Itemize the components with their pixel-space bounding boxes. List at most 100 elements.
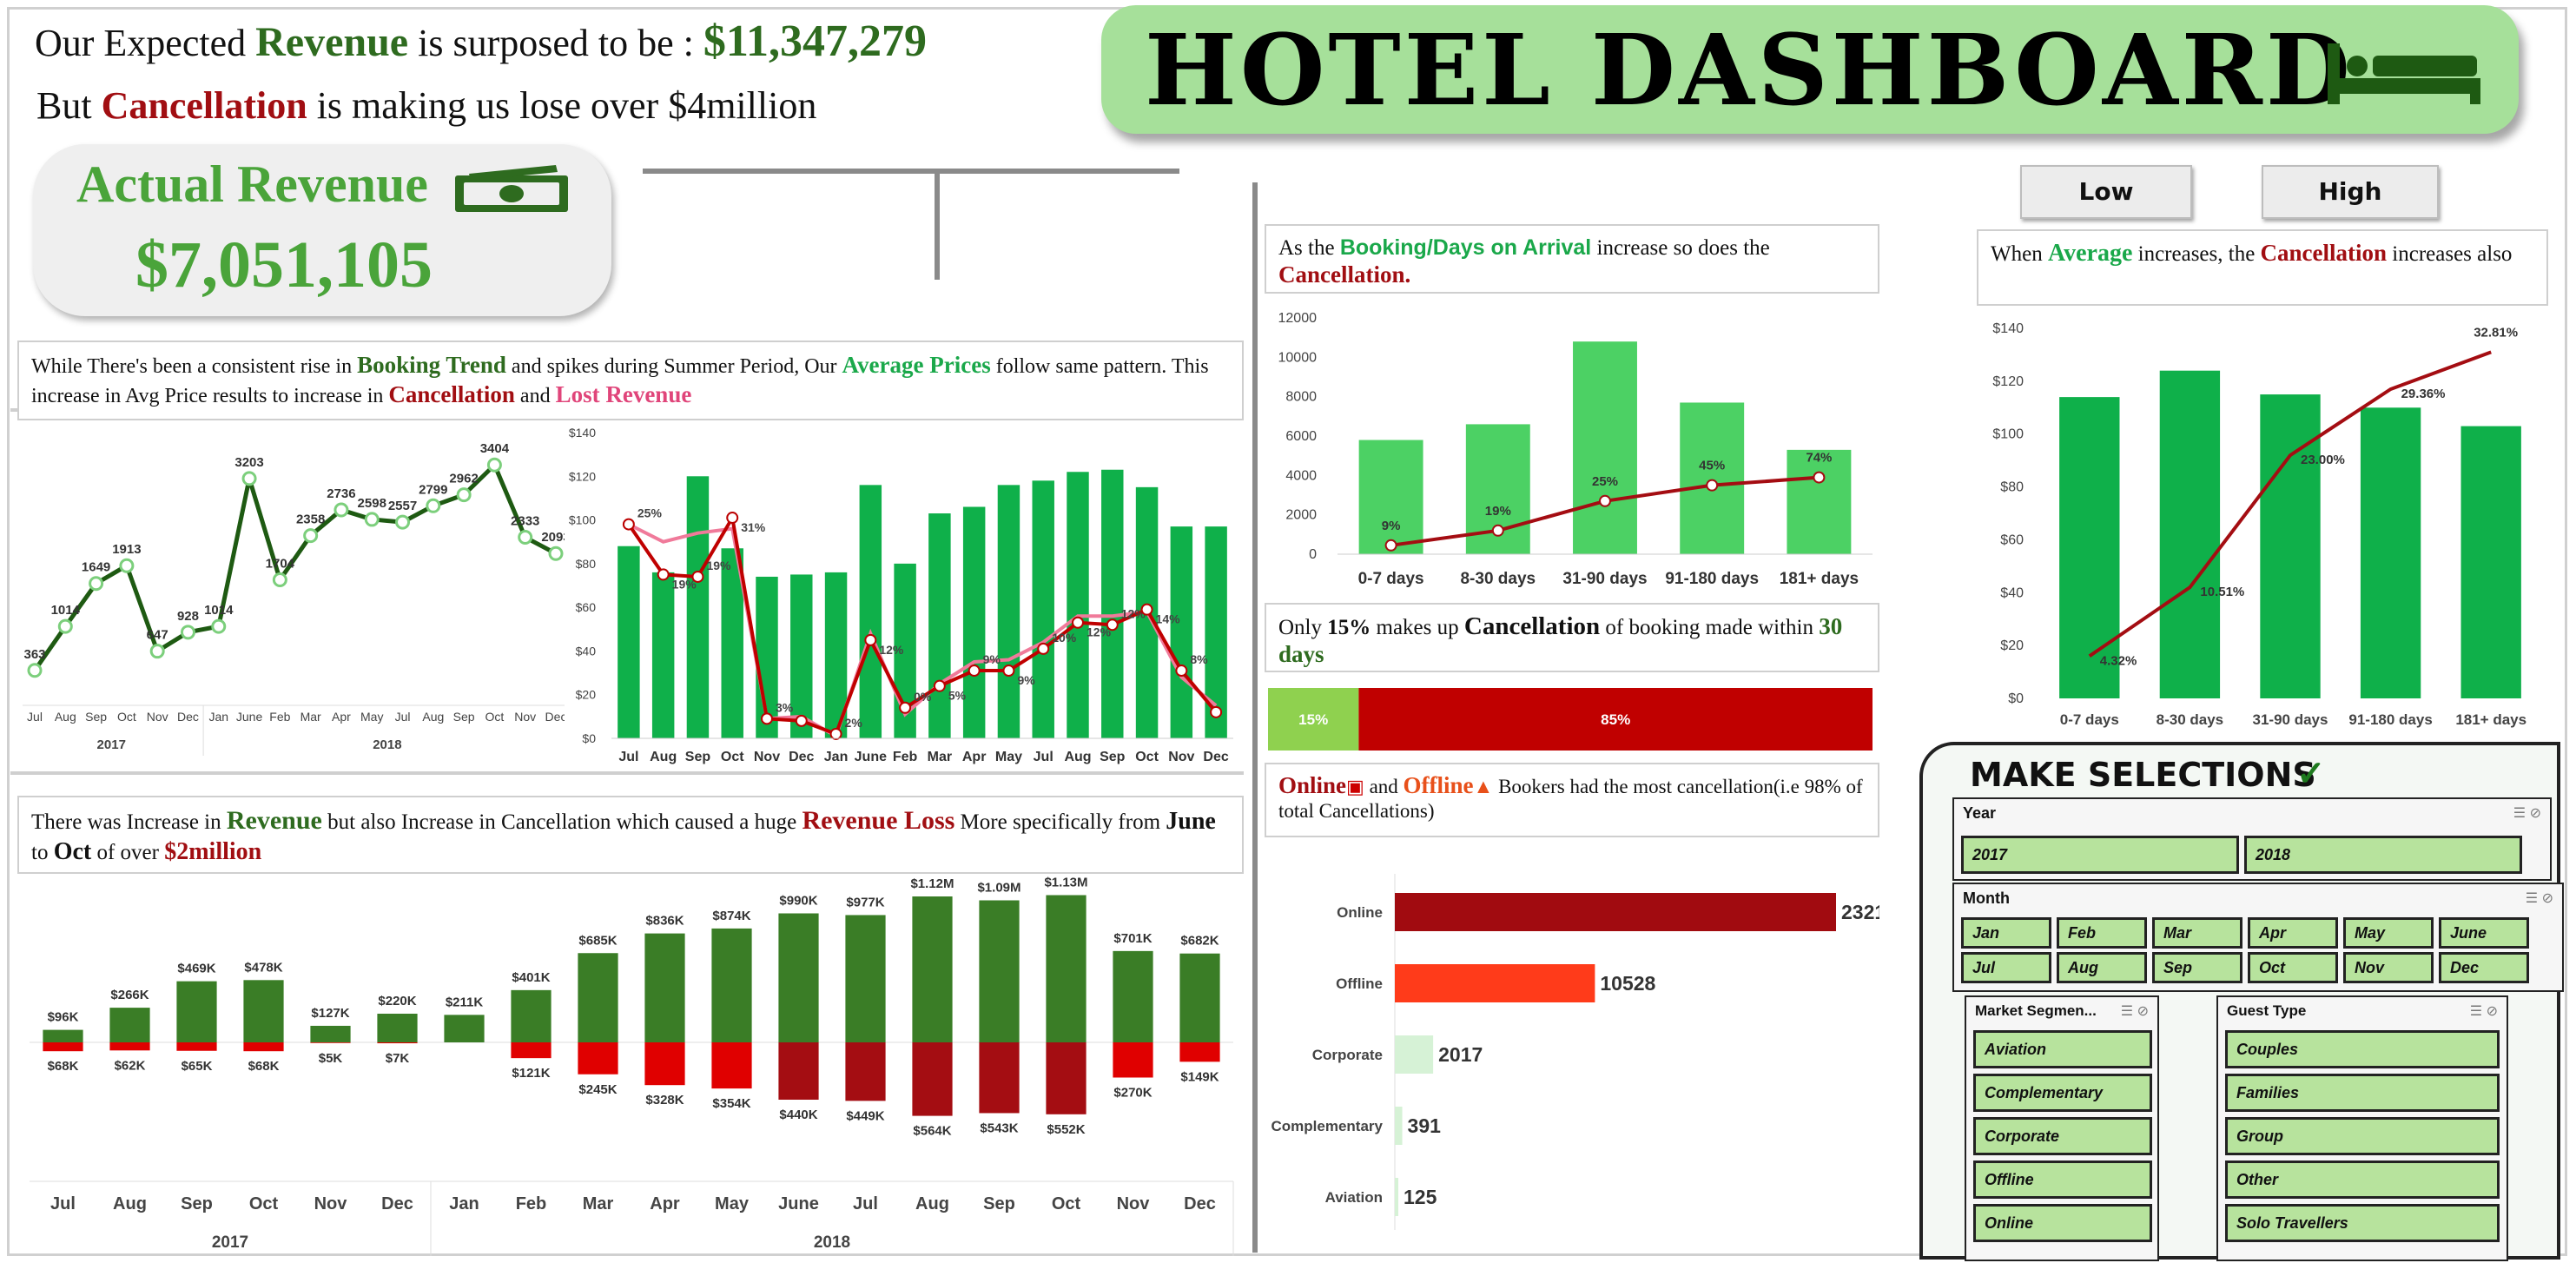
- trend-point: [213, 620, 225, 632]
- filter-icons[interactable]: ☰ ⊘: [2470, 1002, 2498, 1020]
- price-y-tick: $40: [576, 644, 597, 658]
- channel-value: 10528: [1600, 972, 1655, 995]
- lost-revenue-bar: [511, 1042, 551, 1058]
- lead-cancel-point: [1493, 526, 1503, 536]
- low-average-button[interactable]: Low Average: [2020, 165, 2192, 219]
- month-chip[interactable]: Oct: [2248, 952, 2338, 983]
- trend-x-tick: Feb: [269, 710, 290, 724]
- month-chip[interactable]: May: [2343, 917, 2434, 949]
- guest-chip[interactable]: Families: [2225, 1074, 2500, 1112]
- high-average-button[interactable]: High Average: [2262, 165, 2439, 219]
- month-chip[interactable]: Mar: [2152, 917, 2242, 949]
- revenue-label: $211K: [446, 995, 484, 1009]
- year-chip[interactable]: 2018: [2244, 836, 2522, 874]
- price-x-tick: Feb: [893, 750, 918, 764]
- lost-revenue-label: $149K: [1180, 1069, 1219, 1084]
- lead-time-note: As the Booking/Days on Arrival increase …: [1265, 224, 1879, 294]
- rev-x-tick: Aug: [915, 1194, 949, 1213]
- filter-icons[interactable]: ☰ ⊘: [2513, 804, 2541, 822]
- trend-point: [29, 665, 41, 677]
- revenue-loss-chart: $96K $68K Jul $266K $62K Aug $469K $65K Sep $478K…: [17, 876, 1244, 1258]
- month-chip[interactable]: June: [2439, 917, 2529, 949]
- segment-chip[interactable]: Aviation: [1973, 1030, 2152, 1068]
- revenue-bar: [1046, 896, 1086, 1043]
- cancel-point: [1211, 707, 1221, 717]
- guest-chip[interactable]: Group: [2225, 1117, 2500, 1155]
- month-chip[interactable]: Dec: [2439, 952, 2529, 983]
- revenue-label: $685K: [578, 933, 617, 948]
- bed-icon: [2326, 43, 2482, 109]
- cancel-point: [692, 572, 703, 582]
- cancel-rate-label: 5%: [948, 689, 967, 703]
- price-bar: [618, 546, 639, 738]
- expected-revenue-value: $11,347,279: [703, 17, 927, 66]
- trend-year-label: 2018: [373, 737, 401, 752]
- lost-revenue-label: $68K: [248, 1059, 280, 1074]
- price-bar: [928, 513, 950, 738]
- cancel-point: [935, 681, 945, 691]
- month-chip[interactable]: Apr: [2248, 917, 2338, 949]
- trend-x-tick: Aug: [55, 710, 76, 724]
- avg-y-tick: $140: [1992, 321, 2024, 336]
- guest-chip[interactable]: Other: [2225, 1161, 2500, 1199]
- trend-x-tick: June: [236, 710, 263, 724]
- cancel-point: [727, 512, 737, 523]
- lost-revenue-label: $121K: [512, 1066, 550, 1081]
- channel-bar: [1395, 893, 1836, 931]
- avg-y-tick: $100: [1992, 427, 2024, 442]
- lead-bar: [1787, 450, 1851, 554]
- segment-chip[interactable]: Offline: [1973, 1161, 2152, 1199]
- segment-chip[interactable]: Corporate: [1973, 1117, 2152, 1155]
- month-chip[interactable]: Feb: [2057, 917, 2147, 949]
- revenue-bar: [1113, 951, 1153, 1042]
- revenue-label: $1.09M: [977, 881, 1020, 896]
- guest-slicer: Guest Type ☰ ⊘ Couples Families Group Other…: [2216, 995, 2508, 1261]
- lead-cancel-label: 45%: [1699, 459, 1725, 473]
- dashboard-title: HOTEL DASHBOARD: [1145, 14, 2354, 128]
- lost-revenue-bar: [778, 1042, 818, 1100]
- actual-revenue-label: Actual Revenue: [76, 155, 428, 215]
- revenue-bar: [43, 1030, 83, 1042]
- person-icon: ▲: [1474, 776, 1494, 797]
- trend-point: [458, 489, 470, 501]
- lead-bar: [1680, 402, 1744, 554]
- rev-x-tick: Nov: [314, 1194, 348, 1213]
- year-chip[interactable]: 2017: [1961, 836, 2239, 874]
- rev-x-tick: Jan: [449, 1194, 479, 1213]
- channel-chart: Online23214Offline10528Corporate2017Comp…: [1265, 865, 1879, 1233]
- month-chip[interactable]: Jan: [1961, 917, 2051, 949]
- segment-chip[interactable]: Complementary: [1973, 1074, 2152, 1112]
- lead-x-tick: 181+ days: [1780, 570, 1859, 588]
- filter-icons[interactable]: ☰ ⊘: [2526, 889, 2553, 907]
- revenue-bar: [912, 896, 952, 1042]
- trend-point: [182, 626, 194, 638]
- segment-chip[interactable]: Online: [1973, 1204, 2152, 1242]
- revenue-label: $220K: [378, 994, 416, 1008]
- lost-revenue-label: $68K: [48, 1059, 79, 1074]
- lead-cancel-label: 25%: [1592, 474, 1618, 489]
- revenue-bar: [109, 1008, 149, 1042]
- channel-value: 125: [1404, 1186, 1437, 1208]
- month-chip[interactable]: Sep: [2152, 952, 2242, 983]
- rev-x-tick: Apr: [650, 1194, 680, 1213]
- lost-revenue-bar: [979, 1042, 1019, 1113]
- price-x-tick: Aug: [1064, 750, 1091, 764]
- booking-trend-note: While There's been a consistent rise in …: [17, 341, 1244, 420]
- avg-y-tick: $20: [2000, 638, 2024, 653]
- price-x-tick: Nov: [754, 750, 780, 764]
- connector-line: [643, 169, 1179, 174]
- rev-x-tick: Aug: [113, 1194, 147, 1213]
- lead-cancel-point: [1813, 473, 1824, 483]
- guest-chip[interactable]: Couples: [2225, 1030, 2500, 1068]
- month-chip[interactable]: Nov: [2343, 952, 2434, 983]
- month-chip[interactable]: Aug: [2057, 952, 2147, 983]
- cancel-rate-label: 14%: [1156, 612, 1181, 626]
- filter-icons[interactable]: ☰ ⊘: [2121, 1002, 2149, 1020]
- avg-bar: [2361, 407, 2421, 698]
- guest-chip[interactable]: Solo Travellers: [2225, 1204, 2500, 1242]
- lost-revenue-bar: [377, 1042, 417, 1043]
- avg-cancel-label: 23.00%: [2301, 453, 2345, 467]
- share-30-chart: 15% 85%: [1265, 686, 1879, 752]
- month-chip[interactable]: Jul: [1961, 952, 2051, 983]
- avg-y-tick: $60: [2000, 532, 2024, 547]
